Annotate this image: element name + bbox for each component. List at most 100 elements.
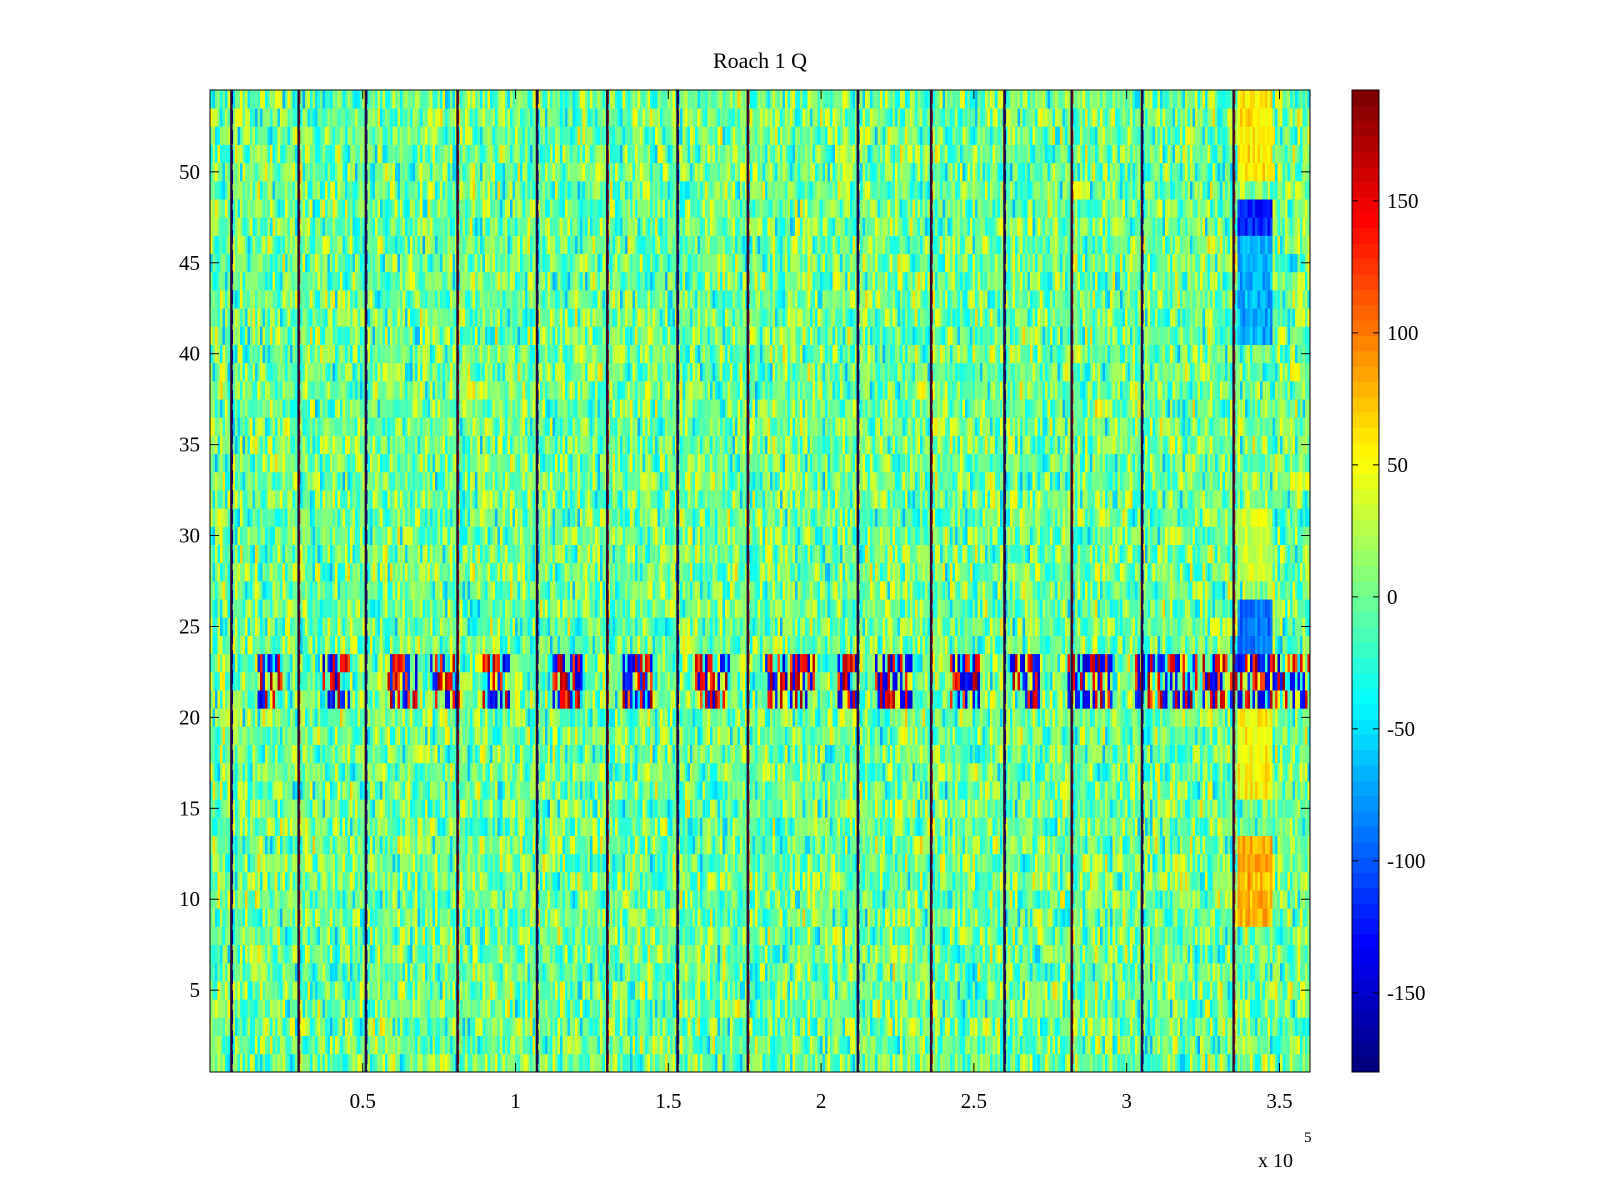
heatmap-cell <box>853 1036 856 1055</box>
heatmap-cell <box>753 1036 756 1055</box>
heatmap-cell <box>815 1017 818 1036</box>
heatmap-cell <box>673 1054 676 1073</box>
heatmap-cell <box>408 1017 411 1036</box>
heatmap-cell <box>245 1017 248 1036</box>
heatmap-cell <box>1270 1036 1273 1055</box>
heatmap-cell <box>633 999 636 1018</box>
heatmap-cell <box>1053 1054 1056 1073</box>
heatmap-cell <box>450 1036 453 1055</box>
heatmap-cell <box>788 1054 791 1073</box>
heatmap-cell <box>308 1036 311 1055</box>
heatmap-cell <box>1205 1054 1208 1073</box>
heatmap-cell <box>383 1036 386 1055</box>
heatmap-cell <box>1270 1017 1273 1036</box>
heatmap-cell <box>795 1036 798 1055</box>
heatmap-cell <box>733 1017 736 1036</box>
heatmap-cell <box>588 1036 591 1055</box>
heatmap-cell <box>953 1054 956 1073</box>
heatmap-cell <box>738 1036 741 1055</box>
heatmap-cell <box>1078 1017 1081 1036</box>
heatmap-cell <box>370 1017 373 1036</box>
heatmap-cell <box>480 1017 483 1036</box>
heatmap-cell <box>530 1036 533 1055</box>
heatmap-cell <box>575 1054 578 1073</box>
heatmap-cell <box>1050 1054 1053 1073</box>
heatmap-cell <box>800 1054 803 1073</box>
heatmap-cell <box>403 1054 406 1073</box>
heatmap-cell <box>880 1017 883 1036</box>
heatmap-cell <box>1083 1054 1086 1073</box>
heatmap-cell <box>263 1036 266 1055</box>
heatmap-cell <box>655 1054 658 1073</box>
heatmap-cell <box>893 1017 896 1036</box>
heatmap-cell <box>248 1036 251 1055</box>
heatmap-cell <box>875 1017 878 1036</box>
heatmap-cell <box>373 1054 376 1073</box>
heatmap-cell <box>925 1017 928 1036</box>
heatmap-cell <box>835 1036 838 1055</box>
heatmap-cell <box>453 1036 456 1055</box>
heatmap-cell <box>1283 1054 1286 1073</box>
heatmap-cell <box>505 1036 508 1055</box>
heatmap-cell <box>500 1054 503 1073</box>
heatmap-cell <box>308 1054 311 1073</box>
heatmap-cell <box>793 1017 796 1036</box>
heatmap-cell <box>890 1054 893 1073</box>
heatmap-cell <box>688 1017 691 1036</box>
heatmap-cell <box>720 1054 723 1073</box>
heatmap-cell <box>1218 1054 1221 1073</box>
heatmap-cell <box>1020 1036 1023 1055</box>
heatmap-cell <box>583 999 586 1018</box>
heatmap-cell <box>510 1036 513 1055</box>
heatmap-cell <box>718 1017 721 1036</box>
heatmap-cell <box>725 1017 728 1036</box>
heatmap-cell <box>583 1017 586 1036</box>
heatmap-cell <box>225 999 228 1018</box>
heatmap-cell <box>823 999 826 1018</box>
heatmap-cell <box>368 1036 371 1055</box>
heatmap-cell <box>900 1036 903 1055</box>
heatmap-cell <box>380 1017 383 1036</box>
heatmap-cell <box>998 999 1001 1018</box>
heatmap-cell <box>970 999 973 1018</box>
heatmap-cell <box>1045 999 1048 1018</box>
heatmap-cell <box>1248 1017 1251 1036</box>
heatmap-cell <box>713 1036 716 1055</box>
heatmap-cell <box>1243 1036 1246 1055</box>
heatmap-cell <box>513 1054 516 1073</box>
heatmap-cell <box>843 1036 846 1055</box>
heatmap-cell <box>1205 1036 1208 1055</box>
heatmap-cell <box>623 1036 626 1055</box>
heatmap-cell <box>880 1036 883 1055</box>
heatmap-cell <box>498 1017 501 1036</box>
heatmap-cell <box>428 1054 431 1073</box>
heatmap-cell <box>778 1017 781 1036</box>
heatmap-cell <box>620 1036 623 1055</box>
heatmap-cell <box>760 999 763 1018</box>
heatmap-cell <box>920 1036 923 1055</box>
heatmap-cell <box>1103 1017 1106 1036</box>
heatmap-cell <box>945 1036 948 1055</box>
heatmap-cell <box>718 1036 721 1055</box>
heatmap-cell <box>260 1017 263 1036</box>
heatmap-cell <box>500 999 503 1018</box>
heatmap-cell <box>403 1017 406 1036</box>
heatmap-cell <box>728 1054 731 1073</box>
heatmap-cell <box>833 1036 836 1055</box>
heatmap-cell <box>263 1054 266 1073</box>
heatmap-cell <box>840 1054 843 1073</box>
heatmap-cell <box>913 1036 916 1055</box>
heatmap-cell <box>1173 1017 1176 1036</box>
heatmap-cell <box>1063 1036 1066 1055</box>
heatmap-cell <box>320 1017 323 1036</box>
heatmap-cell <box>240 1036 243 1055</box>
heatmap-cell <box>628 1054 631 1073</box>
heatmap-cell <box>388 1036 391 1055</box>
heatmap-cell <box>903 999 906 1018</box>
heatmap-cell <box>1168 1054 1171 1073</box>
chart-title: Roach 1 Q <box>713 48 807 73</box>
heatmap-cell <box>955 1036 958 1055</box>
heatmap-cell <box>805 1036 808 1055</box>
heatmap-cell <box>283 1054 286 1073</box>
heatmap-cell <box>1053 999 1056 1018</box>
